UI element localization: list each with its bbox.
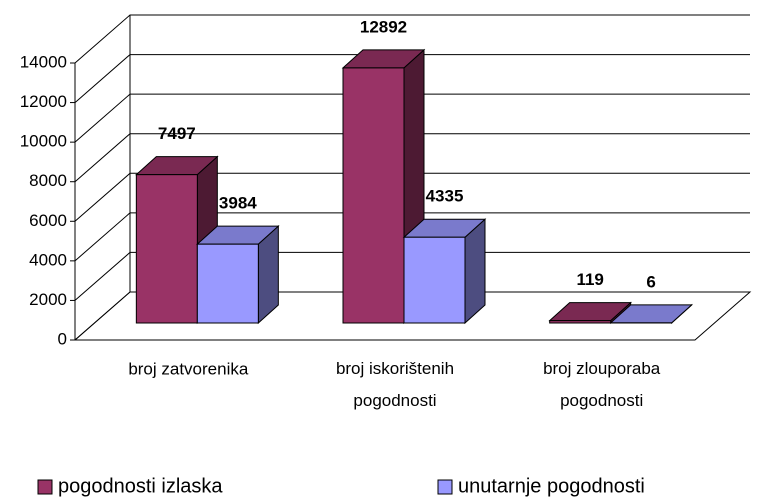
- grid-line: [74, 93, 750, 143]
- grid-line: [74, 14, 750, 64]
- grid-line: [74, 172, 750, 222]
- value-label: 12892: [360, 17, 407, 36]
- bar: [196, 225, 280, 325]
- bar: [609, 303, 693, 325]
- bar-front: [549, 320, 612, 324]
- y-tick-label: 14000: [20, 52, 67, 71]
- grid-line: [74, 251, 750, 301]
- bar-front: [403, 236, 466, 324]
- y-tick-label: 0: [58, 329, 67, 348]
- bar: [548, 301, 632, 325]
- x-tick-label: broj zlouporaba pogodnosti: [543, 359, 661, 410]
- x-tick-label: broj zatvorenika: [128, 359, 249, 378]
- bar-front: [135, 174, 198, 324]
- grid-line: [74, 133, 750, 183]
- y-tick-label: 6000: [29, 211, 67, 230]
- bar: [341, 48, 426, 325]
- y-tick-label: 10000: [20, 132, 67, 151]
- value-label: 4335: [426, 187, 464, 206]
- y-tick-label: 12000: [20, 92, 67, 111]
- bar-front: [196, 243, 259, 324]
- y-tick-label: 4000: [29, 250, 67, 269]
- value-label: 3984: [219, 194, 257, 213]
- legend-label: pogodnosti izlaska: [58, 475, 223, 497]
- y-tick-label: 8000: [29, 171, 67, 190]
- value-label: 7497: [158, 124, 196, 143]
- legend-swatch: [437, 479, 453, 495]
- grid-line: [74, 212, 750, 262]
- x-tick-label: broj iskorištenih pogodnosti: [336, 359, 454, 410]
- y-tick-label: 2000: [29, 290, 67, 309]
- value-label: 119: [576, 270, 603, 289]
- bar: [402, 218, 487, 325]
- value-label: 6: [646, 272, 655, 291]
- bar-front: [342, 67, 405, 324]
- legend-swatch: [37, 479, 53, 495]
- legend-label: unutarnje pogodnosti: [458, 475, 645, 497]
- grid-line: [74, 291, 750, 341]
- grid-line: [74, 54, 750, 103]
